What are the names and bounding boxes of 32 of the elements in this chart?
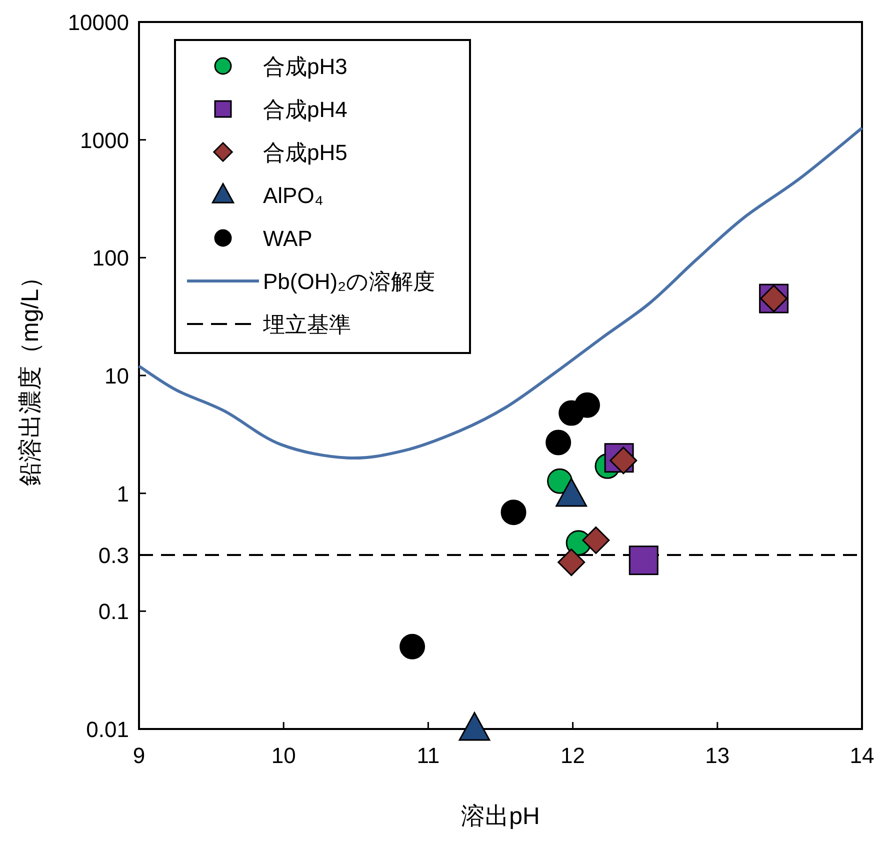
point [582,526,610,554]
legend-label: 埋立基準 [262,312,351,337]
x-tick-label: 10 [271,743,296,768]
point [400,634,426,660]
y-tick-label: 100 [92,246,129,271]
point [610,446,638,474]
y-tick-label: 10000 [68,10,129,35]
point [558,548,586,576]
x-tick-label: 9 [132,743,146,768]
legend-label: 合成pH3 [263,54,348,79]
x-tick-label: 13 [705,743,730,768]
legend-label: Pb(OH)₂の溶解度 [263,269,436,294]
y-tick-label: 1000 [80,128,129,153]
x-tick-label: 11 [416,743,440,768]
point [546,430,572,456]
legend-label: WAP [263,226,312,251]
point [500,500,526,526]
y-tick-label: 0.01 [86,717,129,742]
x-tick-label: 14 [850,743,874,768]
y-axis-title: 鉛溶出濃度（mg/L） [17,264,44,486]
line-series [138,126,864,460]
y-tick-label: 0.3 [98,542,129,568]
y-tick-label: 1 [116,481,129,506]
x-tick-label: 12 [560,743,586,768]
y-tick-label: 0.1 [98,599,129,624]
point [574,392,600,418]
x-axis-title: 溶出pH [461,803,540,830]
legend-label: AlPO₄ [263,183,324,208]
legend-label: 合成pH4 [263,97,348,122]
y-tick-label: 10 [104,364,129,388]
legend-label: 合成pH5 [263,140,348,165]
point [628,546,658,576]
